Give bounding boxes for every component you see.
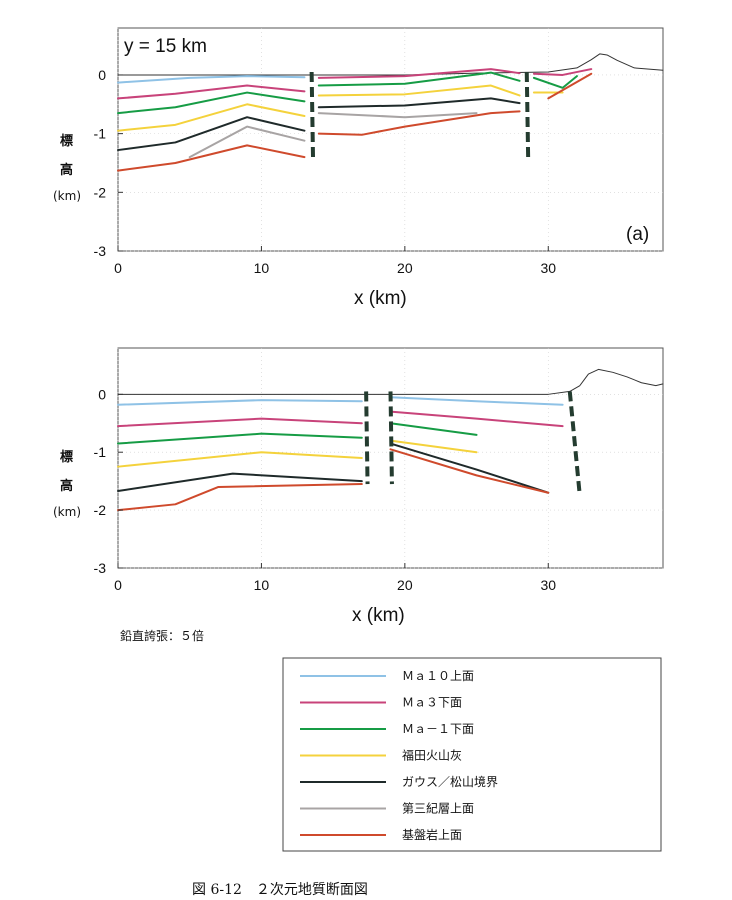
panel-b-series-5-line xyxy=(117,472,363,492)
legend-label: ガウス／松山境界 xyxy=(402,774,498,789)
panel-b-faults xyxy=(364,391,582,496)
panel-a-xtick-label: 0 xyxy=(114,260,122,276)
panel-a-ytick-label: -1 xyxy=(94,126,107,142)
panel-a-series xyxy=(117,53,664,172)
panel-b-series-3-line xyxy=(389,422,478,436)
panel-b-fault-line xyxy=(364,391,370,485)
panel-b-series-2-line xyxy=(117,417,363,428)
panel-a-series-4-line xyxy=(317,84,521,97)
legend-label: 第三紀層上面 xyxy=(402,802,474,816)
panel-b-xtick-label: 30 xyxy=(540,577,556,593)
legend: Ｍａ１０上面 Ｍａ３下面 Ｍａ－１下面福田火山灰ガウス／松山境界第三紀層上面基盤岩上… xyxy=(300,669,498,842)
panel-a-series-4-line xyxy=(117,103,306,132)
panel-b-series-6-line xyxy=(389,448,550,494)
legend-label: Ｍａ－１下面 xyxy=(402,722,474,736)
panel-a-ytick-label: 0 xyxy=(98,67,106,83)
panel-b-xtick-label: 20 xyxy=(397,577,413,593)
legend-label: 福田火山灰 xyxy=(402,748,462,763)
panel-a-series-5-line xyxy=(317,97,521,109)
panel-a-series-7-line xyxy=(317,110,521,136)
panel-b-series-5-line xyxy=(389,442,550,494)
panel-b-series-0-line xyxy=(117,368,664,395)
panel-b-ytick-label: -3 xyxy=(94,560,107,576)
panel-a-series-2-line xyxy=(317,68,521,79)
panel-b-xtick-label: 10 xyxy=(254,577,270,593)
legend-label: Ｍａ１０上面 xyxy=(402,669,474,683)
panel-b-series-1-line xyxy=(389,396,564,406)
panel-b-ytick-label: -1 xyxy=(94,444,107,460)
panel-a-series-1-line xyxy=(117,75,306,84)
panel-a-title: y = 15 km xyxy=(124,36,207,57)
panel-a-label: (a) xyxy=(626,224,649,245)
panel-a-xtick-label: 20 xyxy=(397,260,413,276)
figure-caption: 図 6-12 ２次元地質断面図 xyxy=(192,882,368,898)
panel-b-series-6-line xyxy=(117,483,363,512)
panel-a-series-3-line xyxy=(117,91,306,115)
panel-a-series-7-line xyxy=(547,72,593,100)
panel-a-ylabel-3: (km) xyxy=(53,189,81,203)
panel-a-ytick-label: -2 xyxy=(94,184,107,200)
panel-a-series-2-line xyxy=(117,84,306,100)
panel-a-ylabel-2: 高 xyxy=(60,162,73,178)
vertical-exaggeration-note: 鉛直誇張：５倍 xyxy=(120,628,204,643)
panel-a-xtick-label: 10 xyxy=(254,260,270,276)
panel-a-series-3-line xyxy=(317,71,521,87)
panel-b-ylabel-1: 標 xyxy=(60,449,73,465)
panel-b-series-4-line xyxy=(117,451,363,468)
panel-b-series xyxy=(117,368,664,512)
panel-b-ylabel-3: (km) xyxy=(53,505,81,519)
legend-label: 基盤岩上面 xyxy=(402,827,462,842)
panel-b-series-1-line xyxy=(117,399,363,406)
panel-a-series-3-line xyxy=(532,75,578,89)
panel-a-series-7-line xyxy=(117,144,306,172)
panel-a-series-6-line xyxy=(317,112,478,119)
panel-a-xtick-label: 30 xyxy=(540,260,556,276)
panel-b-ticks: 0 10 20 30 0 -1 -2 -3 xyxy=(94,386,557,593)
panel-a-ticks: 0 10 20 30 0 -1 -2 -3 xyxy=(94,67,557,276)
panel-a-ylabel-1: 標 xyxy=(60,133,73,149)
panel-a-series-2-line xyxy=(532,68,593,76)
panel-b-xlabel: x (km) xyxy=(352,605,405,626)
panel-b-series-2-line xyxy=(389,410,564,428)
panel-b-series-4-line xyxy=(389,439,478,454)
panel-b-series-3-line xyxy=(117,432,363,445)
panel-a-ytick-label: -3 xyxy=(94,243,107,259)
panel-a-series-5-line xyxy=(117,116,306,152)
panel-a-xlabel: x (km) xyxy=(354,288,407,309)
panel-a-series-0-line xyxy=(117,53,664,76)
panel-b-xtick-label: 0 xyxy=(114,577,122,593)
panel-b-fault-line xyxy=(388,391,394,485)
panel-a-series-6-line xyxy=(188,125,306,159)
panel-b-fault-line xyxy=(567,391,582,496)
legend-label: Ｍａ３下面 xyxy=(402,696,462,710)
panel-b-ytick-label: 0 xyxy=(98,386,106,402)
panel-a-frame xyxy=(117,27,664,252)
panel-b-ylabel-2: 高 xyxy=(60,478,73,494)
panel-b-ytick-label: -2 xyxy=(94,502,107,518)
